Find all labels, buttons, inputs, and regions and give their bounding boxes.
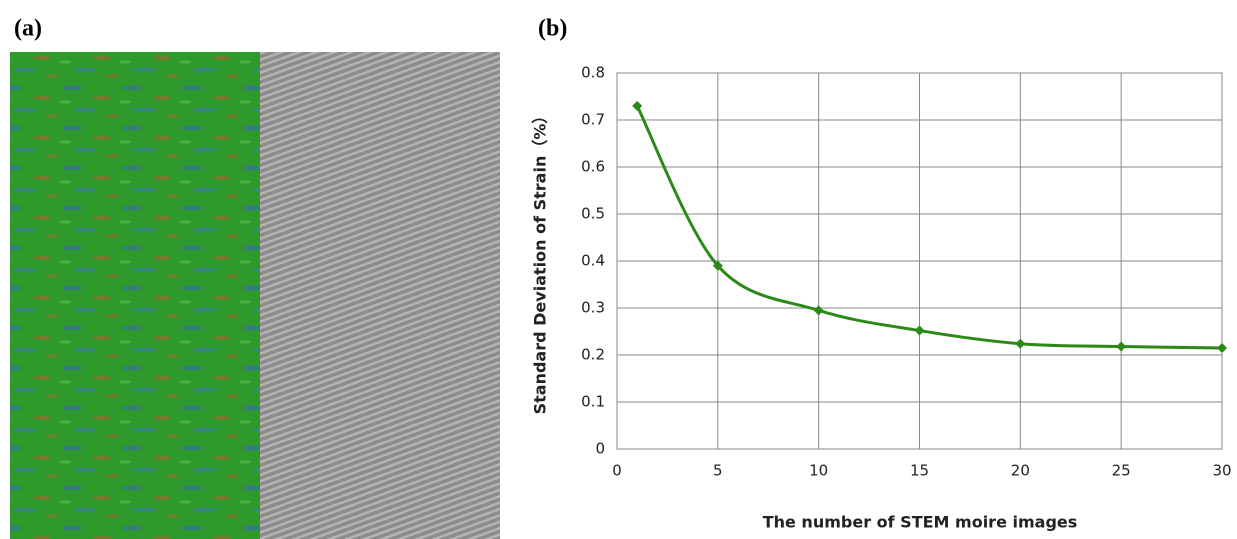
stem-moire-image [260, 52, 500, 539]
x-tick-label: 15 [910, 462, 929, 480]
data-point [1015, 338, 1026, 349]
x-tick-label: 5 [713, 462, 723, 480]
data-point [712, 260, 723, 271]
y-axis-label: Standard Deviation of Strain（%） [531, 108, 550, 415]
y-tick-label: 0.6 [581, 158, 605, 176]
data-point [813, 305, 824, 316]
data-point [1217, 342, 1227, 353]
data-point [1116, 341, 1127, 352]
x-axis-label: The number of STEM moire images [763, 513, 1078, 532]
y-tick-label: 0 [595, 440, 605, 458]
panel-label: (b) [538, 16, 567, 42]
data-point [914, 325, 925, 336]
y-tick-label: 0.5 [581, 205, 605, 223]
x-tick-label: 20 [1011, 462, 1030, 480]
x-tick-label: 0 [612, 462, 622, 480]
strain-map-image [10, 52, 260, 539]
data-line [635, 105, 1223, 350]
y-tick-label: 0.8 [581, 64, 605, 82]
y-tick-label: 0.2 [581, 346, 605, 364]
y-tick-label: 0.3 [581, 299, 605, 317]
y-tick-label: 0.7 [581, 111, 605, 129]
x-tick-label: 25 [1112, 462, 1131, 480]
panel-label: (a) [14, 16, 42, 42]
x-tick-label: 10 [809, 462, 828, 480]
y-tick-label: 0.4 [581, 252, 605, 270]
y-tick-label: 0.1 [581, 393, 605, 411]
data-point [632, 100, 643, 111]
x-tick-label: 30 [1212, 462, 1231, 480]
